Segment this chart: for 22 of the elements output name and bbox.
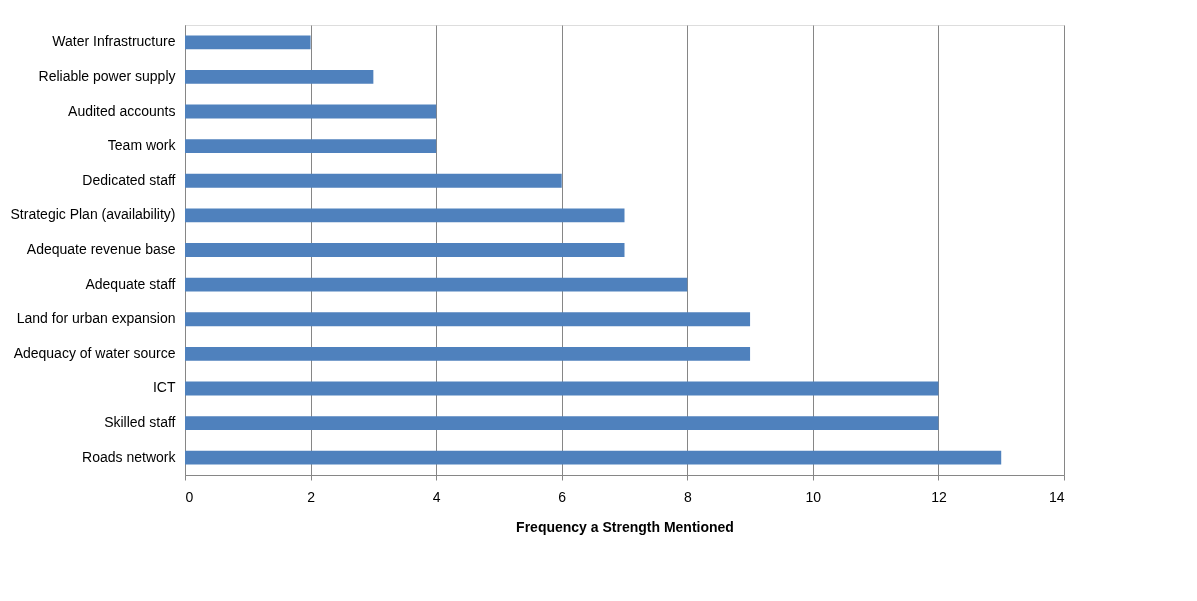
y-tick-label: Skilled staff	[104, 414, 176, 431]
y-tick-label: Team work	[107, 137, 177, 154]
x-tick-label: 4	[432, 488, 441, 505]
y-tick-label: Strategic Plan (availability)	[10, 206, 176, 223]
x-tick-label: 14	[1048, 488, 1065, 505]
y-tick-label: Water Infrastructure	[52, 33, 176, 50]
y-tick-label: Audited accounts	[68, 102, 176, 119]
x-tick-label: 2	[307, 488, 316, 505]
x-tick-label: 0	[185, 488, 194, 505]
y-tick-label: Adequate staff	[85, 275, 176, 292]
y-tick-label: ICT	[152, 379, 176, 396]
y-tick-label: Adequate revenue base	[26, 241, 176, 257]
y-tick-label: Roads network	[82, 448, 177, 465]
y-tick-label: Dedicated staff	[82, 171, 176, 188]
y-tick-label: Reliable power supply	[38, 67, 176, 84]
x-tick-label: 10	[805, 488, 822, 505]
y-tick-label: Land for urban expansion	[16, 310, 176, 327]
x-axis-title: Frequency a Strength Mentioned	[516, 518, 734, 535]
x-tick-label: 6	[558, 488, 567, 505]
y-tick-label: Adequacy of water source	[13, 344, 176, 361]
x-tick-label: 8	[683, 488, 692, 505]
x-tick-label: 12	[931, 488, 947, 505]
